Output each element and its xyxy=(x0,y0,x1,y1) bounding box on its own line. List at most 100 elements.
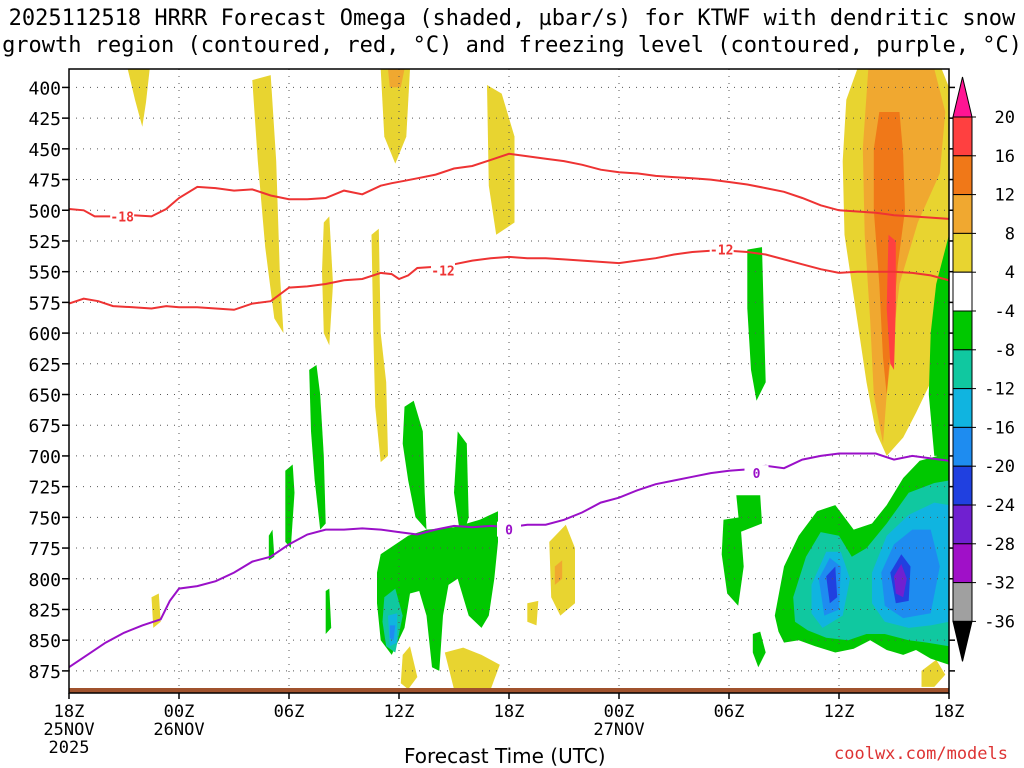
colorbar-label-11: -28 xyxy=(984,535,1015,555)
contour-minus12 xyxy=(69,249,949,311)
contour-label-freezing-0: 0 xyxy=(505,524,513,539)
x-tick-label-0-3: 2025 xyxy=(49,738,90,758)
x-tick-label-30-2: 27NOV xyxy=(593,720,644,740)
colorbar-bin-5 xyxy=(952,271,973,312)
omega-pos-sfc-3 xyxy=(921,659,946,687)
colorbar-label-7: -12 xyxy=(984,380,1015,400)
omega-neg-big-24 xyxy=(894,564,907,598)
omega-pos-low-2 xyxy=(554,560,563,585)
omega-neg-late-2 xyxy=(736,495,762,533)
x-tick-label-0-2: 25NOV xyxy=(43,720,94,740)
y-tick-label-400: 400 xyxy=(28,78,61,99)
colorbar-bin-9 xyxy=(952,426,973,467)
contour-label-bg-freezing-1 xyxy=(744,465,769,481)
omega-neg-big-20 xyxy=(826,566,838,604)
colorbar-label-5: -4 xyxy=(995,302,1015,322)
x-tick-label-30-1: 00Z xyxy=(604,702,635,722)
colorbar-bin-6 xyxy=(952,310,973,351)
y-tick-label-675: 675 xyxy=(28,416,61,437)
contour-label-bg-minus18-0 xyxy=(110,208,135,224)
y-tick-label-825: 825 xyxy=(28,600,61,621)
omega-pos-upper-4 xyxy=(388,69,405,88)
colorbar-label-2: 12 xyxy=(995,186,1015,206)
y-tick-label-525: 525 xyxy=(28,232,61,253)
colorbar-label-10: -24 xyxy=(984,496,1015,516)
colorbar-label-1: 16 xyxy=(995,147,1015,167)
colorbar-bin-10 xyxy=(952,465,973,506)
y-tick-label-700: 700 xyxy=(28,447,61,468)
contour-label-minus12-1: -12 xyxy=(710,244,733,259)
credit-link[interactable]: coolwx.com/models xyxy=(834,744,1008,764)
y-tick-label-550: 550 xyxy=(28,263,61,284)
y-tick-label-750: 750 xyxy=(28,508,61,529)
contour-minus18 xyxy=(69,152,949,220)
pressure-axis: 400 425 450 475 500 525 550 575 600 625 650 675 700 7… xyxy=(28,78,955,683)
x-tick-label-48-1: 18Z xyxy=(934,702,965,722)
contour-label-minus18-0: -18 xyxy=(110,210,134,225)
y-tick-label-725: 725 xyxy=(28,478,61,499)
omega-neg-late-4 xyxy=(752,631,766,668)
temperature-contours: -18 -12 -12 0 0 xyxy=(69,152,949,669)
y-tick-label-425: 425 xyxy=(28,109,61,130)
omega-pos-sfc-1 xyxy=(400,646,418,690)
colorbar-top-triangle xyxy=(952,76,973,118)
x-tick-label-6-2: 26NOV xyxy=(153,720,204,740)
omega-pos-upper-3 xyxy=(380,69,410,164)
omega-neg-low xyxy=(377,511,498,671)
omega-neg-big-col xyxy=(928,234,949,456)
omega-pos-sfc-2 xyxy=(444,647,500,690)
y-tick-label-650: 650 xyxy=(28,386,61,407)
colorbar-label-3: 8 xyxy=(1005,224,1015,244)
y-tick-label-875: 875 xyxy=(28,662,61,683)
omega-neg-col-3 xyxy=(268,529,275,561)
omega-neg-col-4 xyxy=(325,588,332,634)
colorbar-bin-13 xyxy=(952,582,973,622)
y-tick-label-775: 775 xyxy=(28,539,61,560)
colorbar-bin-3 xyxy=(952,194,973,234)
colorbar-label-13: -36 xyxy=(984,612,1015,632)
y-tick-label-600: 600 xyxy=(28,324,61,345)
y-tick-label-625: 625 xyxy=(28,355,61,376)
omega-shading xyxy=(127,69,949,690)
colorbar-bin-8 xyxy=(952,388,973,428)
x-tick-label-36-1: 06Z xyxy=(714,702,745,722)
y-tick-label-500: 500 xyxy=(28,201,61,222)
omega-neg-col-1 xyxy=(309,365,326,530)
colorbar-label-9: -20 xyxy=(984,457,1015,477)
omega-pos-upper-2 xyxy=(252,75,284,334)
omega-neg-low-16 xyxy=(389,625,396,641)
x-tick-label-24-1: 18Z xyxy=(494,702,525,722)
x-tick-label-18-1: 12Z xyxy=(384,702,415,722)
omega-pos-low-4 xyxy=(527,600,539,626)
omega-pos-upper-1 xyxy=(127,69,150,127)
omega-pos-mid-1 xyxy=(371,228,388,463)
colorbar-bin-2 xyxy=(952,155,973,196)
colorbar-bin-11 xyxy=(952,504,973,545)
y-tick-label-475: 475 xyxy=(28,171,61,192)
terrain-band xyxy=(69,688,949,693)
y-tick-label-450: 450 xyxy=(28,140,61,161)
colorbar-bin-4 xyxy=(952,232,973,273)
y-tick-label-850: 850 xyxy=(28,631,61,652)
contour-label-bg-minus12-1 xyxy=(709,241,734,257)
omega-neg-col-2 xyxy=(285,464,295,549)
y-tick-label-575: 575 xyxy=(28,293,61,314)
colorbar-label-0: 20 xyxy=(995,108,1015,128)
x-tick-label-12-1: 06Z xyxy=(274,702,305,722)
omega-neg-mid-1 xyxy=(402,400,427,530)
omega-pos-big-16 xyxy=(886,234,896,370)
chart-title-line2: growth region (contoured, red, °C) and f… xyxy=(2,33,1022,58)
colorbar-bin-1 xyxy=(952,116,973,157)
colorbar-bottom-triangle xyxy=(952,620,973,662)
contour-label-bg-minus12-0 xyxy=(431,262,455,278)
omega-pos-narrow-1 xyxy=(322,216,333,346)
omega-neg-late-3 xyxy=(721,517,744,606)
colorbar-label-6: -8 xyxy=(995,341,1015,361)
chart-title-line1: 2025112518 HRRR Forecast Omega (shaded, … xyxy=(8,6,1016,31)
omega-neg-late-1 xyxy=(747,247,766,401)
x-axis-label: Forecast Time (UTC) xyxy=(404,744,606,768)
colorbar: 20 16 12 8 4 -4 -8 -12 -16 -20 -24 -28 -32 -36 xyxy=(952,76,1015,662)
y-tick-label-800: 800 xyxy=(28,570,61,591)
